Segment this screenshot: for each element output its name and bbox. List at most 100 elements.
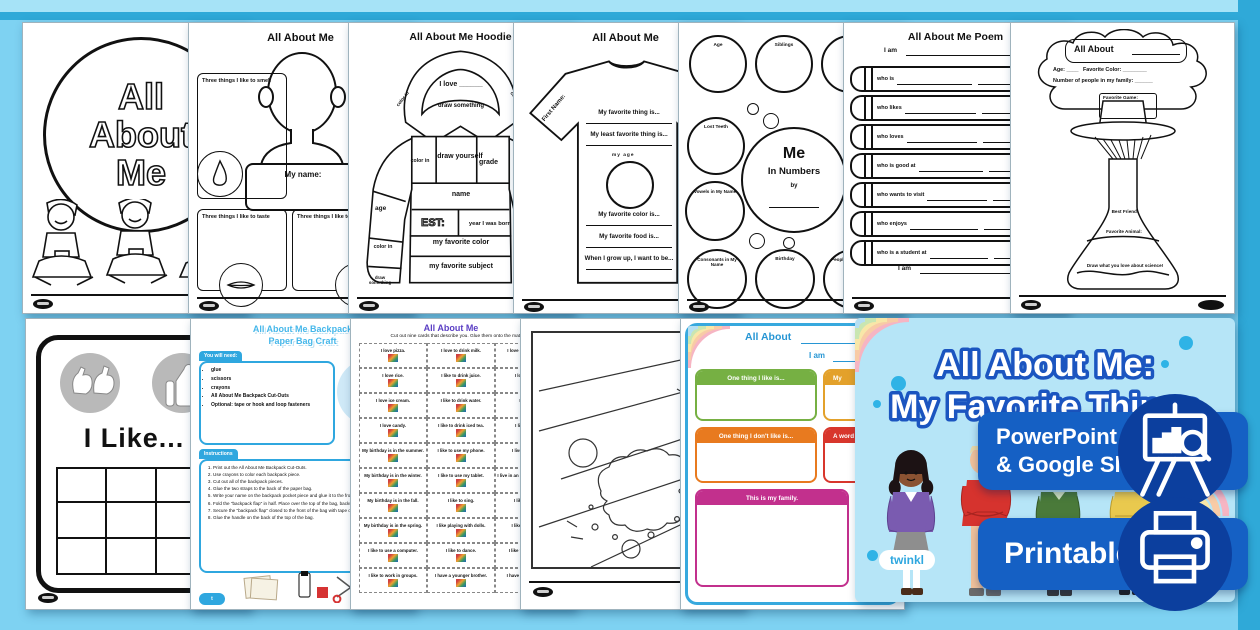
fav-game-box: Favorite Game: (1099, 93, 1157, 119)
pencil-eraser (852, 155, 866, 177)
circle-lost-teeth: Lost Teeth (704, 125, 728, 130)
cut-out-card: I have a younger brother. (427, 568, 495, 593)
twinkl-logo (199, 301, 219, 311)
pencil-eraser (852, 68, 866, 90)
cover-title-line3: Me (115, 151, 167, 193)
card-picture (388, 429, 398, 438)
poem-line-label: who is (877, 76, 895, 82)
blank-line (909, 219, 979, 230)
age-circle (606, 161, 654, 209)
grow-up-label: When I grow up, I want to be... (584, 255, 674, 262)
printable-badge[interactable]: Printable (978, 497, 1248, 611)
deco-dot (1161, 360, 1169, 368)
dont-like-box: One thing I don't like is... (695, 427, 817, 483)
card-picture (388, 379, 398, 388)
instructions-tab: Instructions (199, 449, 238, 459)
family-box-header: This is my family. (697, 491, 847, 505)
blank-line (920, 273, 1020, 274)
blank-line (586, 225, 672, 226)
name-label: name (451, 191, 471, 198)
love-label: I love ______ (439, 81, 483, 88)
badge-icon-circle (1118, 394, 1232, 508)
poem-line-label: who enjoys (877, 221, 907, 227)
fav-thing-label: My favorite thing is... (598, 109, 660, 116)
rainbow-icon (688, 326, 731, 369)
cover-title-line1: All (117, 76, 165, 118)
deco-dot (1179, 336, 1193, 350)
rainbow-icon (855, 318, 910, 373)
center-circle: Me In Numbers by (741, 127, 847, 233)
background-line-top (0, 12, 1260, 20)
card-picture (456, 404, 466, 413)
instruction-step: Cut out all of the backpack pieces. (213, 478, 406, 485)
instruction-step: Glue the handle on the back of the top o… (213, 514, 406, 521)
panel-colorin: color in (410, 158, 430, 164)
card-label: I like to drink iced tea. (438, 422, 484, 428)
listen-label: Three things I like to listen to: (297, 214, 375, 220)
card-picture (456, 454, 466, 463)
cut-out-card: I like to use my phone. (427, 443, 495, 468)
twinkl-logo (33, 299, 53, 309)
best-friend-label: Best Friend: (1111, 209, 1139, 214)
need-item: Optional: tape or hook and loop fastener… (211, 401, 333, 410)
poem-line-label: who wants to visit (877, 192, 925, 198)
deco-dot (867, 550, 878, 561)
blank-line (904, 103, 976, 114)
poem-line-label: who is a student at (877, 250, 927, 256)
card-label: I like to use a computer. (368, 547, 418, 553)
twinkl-logo (524, 302, 544, 312)
head-outline (258, 52, 346, 165)
card-label: I love pizza. (380, 347, 406, 353)
like-box: One thing I like is... (695, 369, 817, 421)
craft-title-line1: All About Me Backpack (252, 324, 353, 334)
pencil-ferrule (866, 68, 873, 90)
instruction-step: Write your name on the backpack pocket p… (213, 492, 406, 499)
blank-line (586, 123, 672, 124)
cards-subtitle: Cut out nine cards that describe you. Gl… (390, 334, 522, 339)
card-label: I love candy. (379, 422, 407, 428)
sign-language-icon (60, 353, 120, 413)
hoodie-outline (366, 50, 555, 284)
poem-line-label: who is good at (877, 163, 916, 169)
card-label: I love rice. (382, 372, 404, 378)
cut-out-card: I like to use a computer. (359, 543, 427, 568)
powerpoint-google-slides-badge[interactable]: PowerPoint & Google Slides (978, 394, 1248, 508)
circle-consonants: Consonants in My Name (697, 257, 737, 268)
twinkl-logo (38, 593, 58, 603)
fav-animal-label: Favorite Animal: (1106, 229, 1142, 234)
i-am-label: I am (809, 351, 826, 360)
i-am-top: I am (884, 47, 898, 54)
pencil-ferrule (866, 242, 873, 264)
circle-birthday: Birthday (775, 257, 795, 262)
footer-rule (1019, 295, 1226, 297)
pencil-ferrule (866, 126, 873, 148)
card-label: I like playing with dolls. (436, 522, 486, 528)
est-label: EST: (421, 217, 446, 230)
blank-line (906, 55, 1026, 56)
card-picture (388, 454, 398, 463)
cut-out-card: I love rice. (359, 368, 427, 393)
pencil-eraser (852, 213, 866, 235)
card-label: My birthday is in the summer. (362, 447, 424, 453)
badge-slides-line1: PowerPoint (996, 424, 1118, 449)
instruction-step: Secure the "backpack flap" closed to the… (213, 507, 406, 514)
cut-out-card: I like to drink water. (427, 393, 495, 418)
dont-like-header: One thing I don't like is... (697, 429, 815, 443)
like-box-header: One thing I like is... (697, 371, 815, 385)
twinkl-logo (1021, 300, 1041, 310)
flask-title-box: All About (1065, 39, 1187, 63)
card-picture (388, 479, 398, 488)
card-label: My birthday is in the winter. (364, 472, 422, 478)
sheet-title: All About Me Hoodie (409, 31, 512, 43)
card-picture (388, 354, 398, 363)
blank-line (586, 145, 672, 146)
card-label: I like to dance. (445, 547, 477, 553)
least-fav-label: My least favorite thing is... (590, 131, 668, 138)
cut-out-card: I like to drink iced tea. (427, 418, 495, 443)
card-picture (456, 479, 466, 488)
instruction-step: Print out the All About Me Backpack Cut-… (213, 464, 406, 471)
need-item: All About Me Backpack Cut-Outs (211, 392, 333, 401)
fav-game-label: Favorite Game: (1103, 96, 1138, 101)
craft-title-line2: Paper Bag Craft (268, 336, 337, 346)
